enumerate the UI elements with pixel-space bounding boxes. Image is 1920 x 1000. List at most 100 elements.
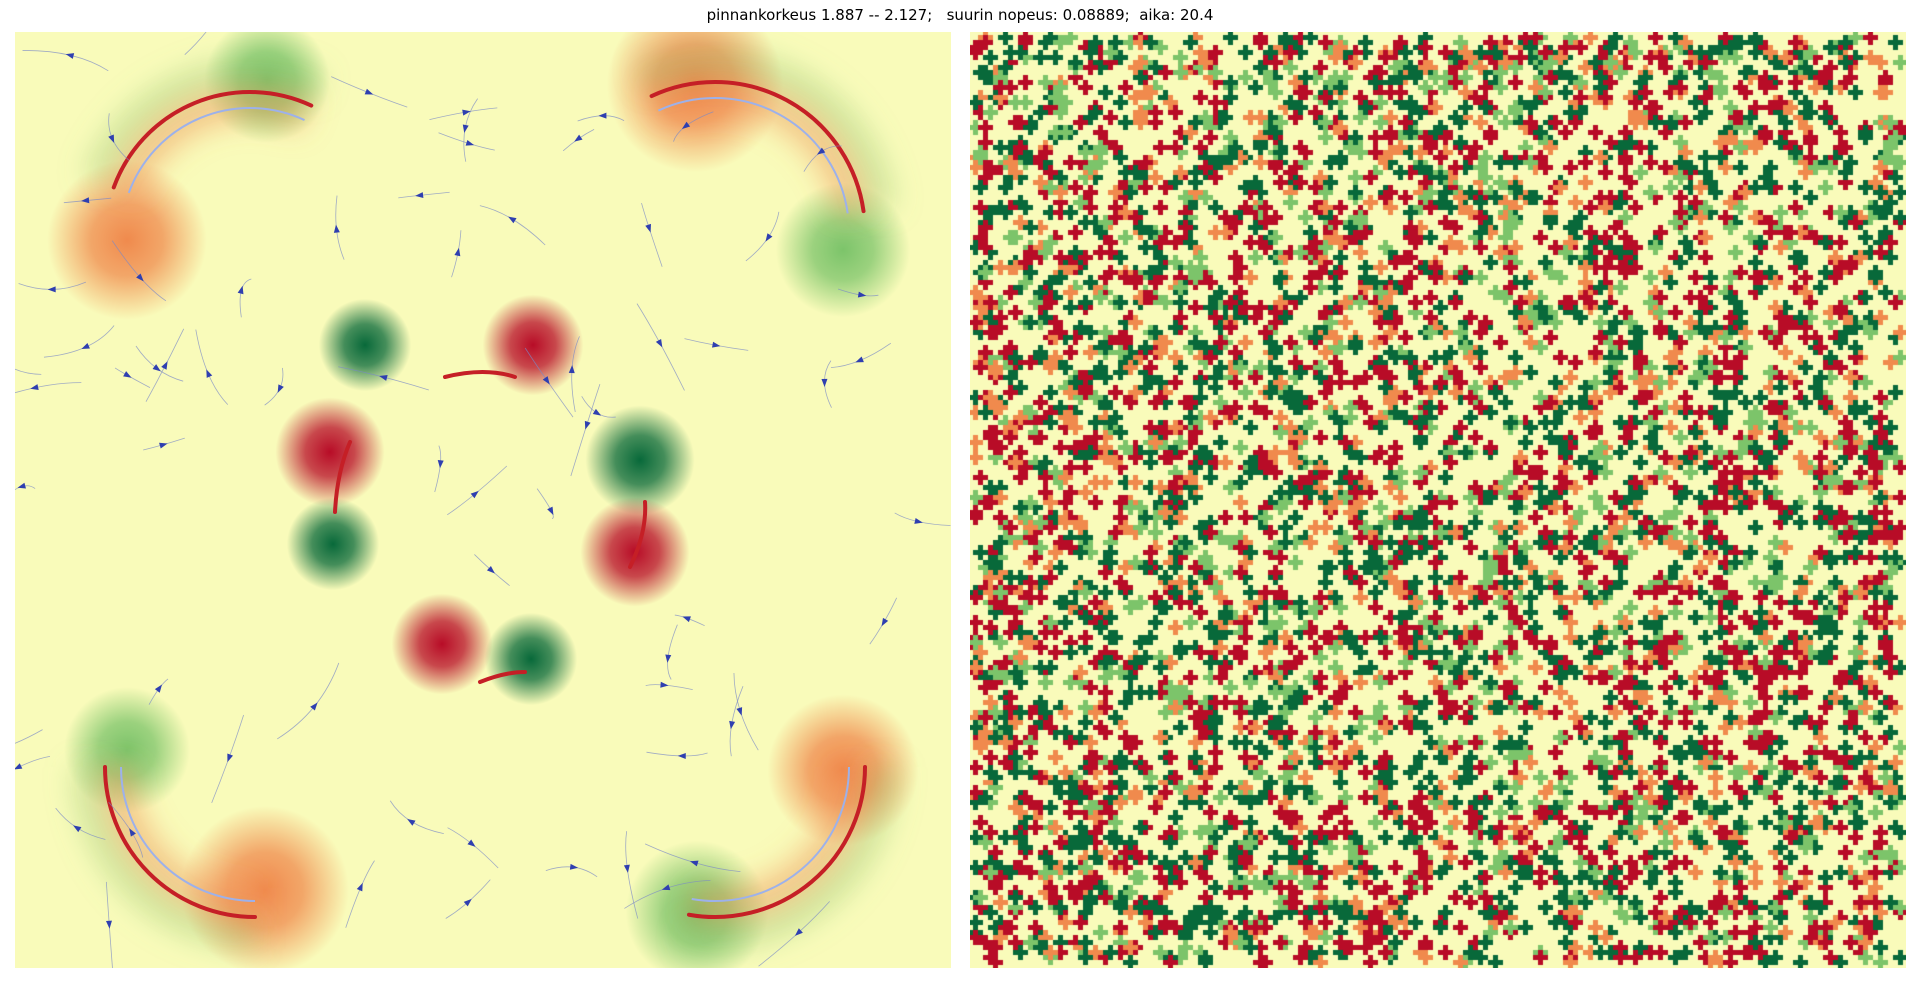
streamline-arrow — [310, 702, 318, 711]
noise-field-plot — [970, 32, 1906, 968]
field-extremum-6 — [391, 593, 493, 695]
field-extremum-11 — [775, 182, 911, 318]
streamline-arrow — [661, 884, 671, 891]
streamline-arrow — [681, 121, 691, 129]
vortex-trail-2 — [628, 500, 648, 569]
field-extremum-4 — [585, 405, 695, 515]
particle-trail-light-3 — [691, 766, 850, 902]
streamline-arrow — [855, 356, 864, 363]
particle-trail-2 — [103, 765, 257, 919]
streamline-arrow — [454, 247, 461, 257]
wave-trough-1 — [637, 49, 897, 211]
wave-trough-2 — [72, 766, 256, 950]
streamline-arrow — [486, 565, 495, 574]
streamline-arrow — [17, 482, 26, 489]
particle-trail-light-2 — [120, 766, 256, 902]
streamline-arrow — [154, 684, 163, 693]
streamline-arrow — [161, 361, 168, 370]
wave-front-3 — [687, 766, 874, 926]
streamline-arrow — [47, 286, 56, 293]
noise-field-panel — [970, 32, 1906, 968]
streamline-arrow — [655, 338, 663, 348]
particle-trail-light-0 — [127, 107, 305, 194]
streamline-arrow — [547, 506, 554, 516]
streamline-arrow — [816, 147, 826, 155]
streamline-arrow — [81, 342, 90, 350]
streamline-arrow — [569, 863, 579, 870]
streamline-arrow — [81, 197, 90, 204]
streamline-arrow — [712, 341, 721, 348]
streamline-arrow — [237, 285, 244, 295]
streamline-arrow — [857, 291, 867, 298]
figure-title: pinnankorkeus 1.887 -- 2.127; suurin nop… — [706, 6, 1214, 24]
vortex-trail-0 — [443, 370, 517, 379]
particle-trail-light-1 — [657, 97, 849, 214]
streamline-arrow — [136, 273, 144, 282]
streamline-arrow — [65, 53, 75, 59]
streamline-arrow — [30, 384, 39, 391]
streamline-arrow — [736, 707, 743, 716]
streamline-arrow — [333, 224, 340, 233]
streamline-arrow — [463, 898, 472, 907]
streamline-arrow — [465, 139, 475, 146]
particle-trail-0 — [111, 90, 314, 190]
field-extremum-7 — [484, 612, 578, 706]
streamline-arrow — [689, 860, 699, 867]
streamline — [184, 32, 207, 55]
streamline-arrow — [108, 134, 115, 143]
streamline-arrow — [729, 720, 736, 730]
streamline-arrow — [592, 408, 602, 416]
streamline-arrow — [152, 364, 161, 372]
field-extremum-1 — [482, 294, 584, 396]
streamline-arrow — [467, 839, 476, 847]
field-extremum-2 — [275, 397, 385, 507]
field-extremum-3 — [286, 497, 380, 591]
streamline-arrow — [660, 681, 669, 688]
streamline-arrow — [584, 420, 591, 430]
streamline-arrow — [129, 828, 136, 837]
streamline-arrow — [765, 233, 773, 242]
streamline-arrow — [105, 920, 112, 929]
streamline-arrow — [227, 753, 233, 763]
streamline-arrow — [123, 371, 132, 378]
wave-front-0 — [105, 83, 316, 198]
particle-trail-1 — [649, 80, 866, 214]
streamline-arrow — [568, 365, 575, 374]
streamline-arrow — [437, 460, 444, 469]
streamline-arrow — [665, 654, 672, 663]
wave-trough-3 — [683, 766, 898, 950]
streamline-arrow — [794, 928, 803, 936]
streamline-arrow — [677, 752, 686, 759]
streamline-arrow — [73, 825, 82, 833]
streamline — [15, 368, 42, 375]
wave-front-2 — [96, 766, 256, 926]
vortex-trail-1 — [333, 440, 352, 514]
streamline-arrow — [508, 216, 517, 224]
streamline-arrow — [277, 384, 284, 393]
streamline-arrow — [462, 124, 469, 133]
vortex-trail-3 — [478, 670, 527, 684]
surface-height-panel — [15, 32, 951, 968]
streamline-arrow — [379, 375, 388, 381]
field-extremum-0 — [318, 298, 412, 392]
surface-height-plot — [15, 32, 951, 968]
streamline-arrow — [470, 490, 479, 499]
streamline-arrow — [645, 223, 651, 233]
particle-trail-3 — [686, 765, 867, 919]
streamline-arrow — [462, 109, 471, 116]
streamline-arrow — [407, 818, 416, 826]
streamline-arrow — [356, 882, 363, 892]
streamline-arrow — [682, 616, 691, 623]
streamline-arrow — [15, 763, 23, 770]
streamline-arrow — [364, 88, 374, 95]
streamline-arrow — [415, 192, 424, 199]
streamline-arrow — [914, 517, 923, 524]
streamline-arrow — [206, 369, 213, 378]
streamline-arrow — [881, 617, 889, 627]
streamline-arrow — [623, 864, 630, 873]
streamline-arrow — [542, 376, 550, 385]
streamline — [15, 729, 43, 744]
streamline-arrow — [821, 378, 828, 387]
streamline-arrow — [574, 134, 583, 142]
wave-front-1 — [647, 73, 873, 216]
